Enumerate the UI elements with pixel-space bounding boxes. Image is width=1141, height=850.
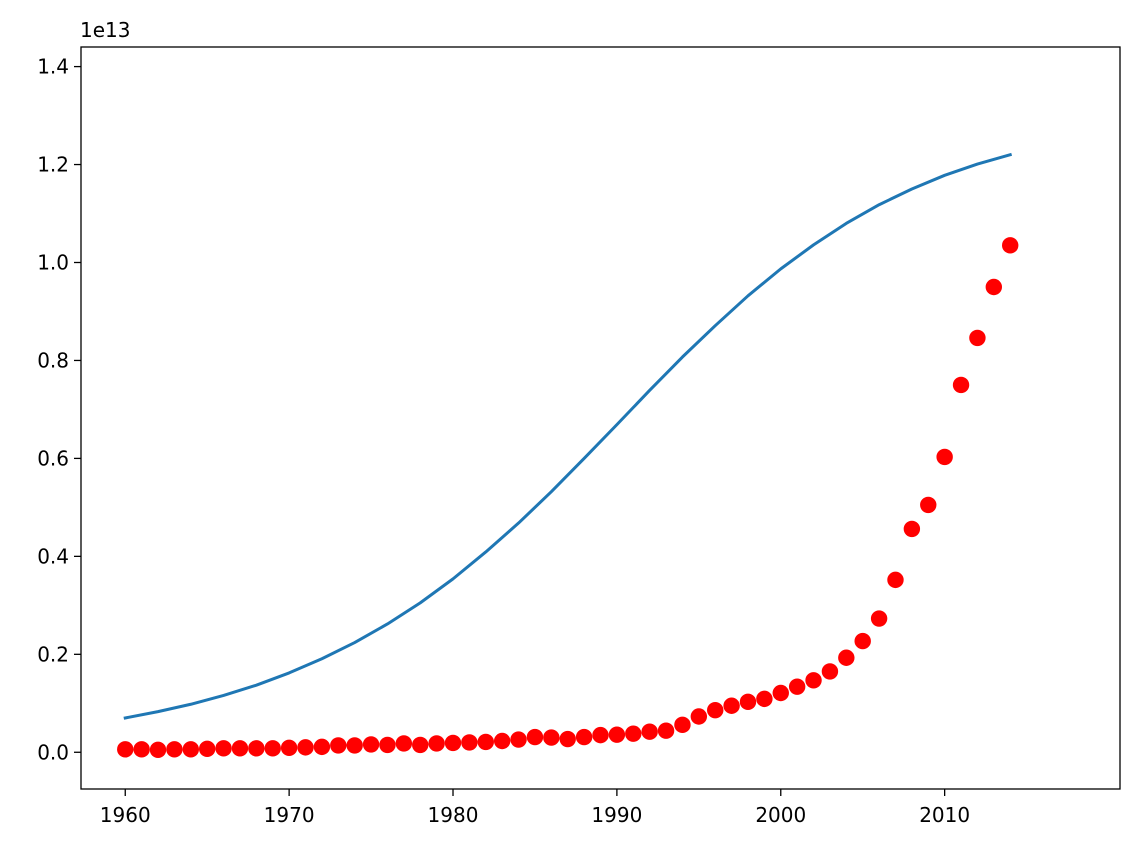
data-point <box>412 736 429 754</box>
axes: 1960 1970 1980 1990 2000 2010 0.0 0.2 0.4 0.6 0.8 1… <box>37 46 1121 827</box>
data-point <box>149 741 167 759</box>
data-point <box>346 737 363 754</box>
y-tick-label: 0.0 <box>37 740 69 764</box>
data-point <box>936 448 953 466</box>
y-tick-label: 1.4 <box>37 55 69 79</box>
data-point <box>969 329 986 347</box>
data-point <box>641 723 658 740</box>
data-point <box>444 734 462 752</box>
data-point <box>313 738 331 756</box>
data-point <box>117 741 134 758</box>
data-point <box>985 278 1003 296</box>
y-tick-label: 0.8 <box>37 348 69 372</box>
data-point <box>215 740 232 757</box>
data-point <box>559 730 576 748</box>
data-point <box>625 725 642 742</box>
data-point <box>870 610 888 627</box>
data-point <box>510 731 527 748</box>
data-point <box>198 740 216 758</box>
data-point <box>526 728 544 746</box>
data-point <box>461 734 478 751</box>
data-point <box>739 693 757 711</box>
data-point <box>477 733 494 751</box>
data-point <box>854 632 871 650</box>
data-point <box>330 737 347 754</box>
data-point <box>264 740 281 757</box>
y-axis-offset-label: 1e13 <box>80 18 130 42</box>
plot-area <box>117 152 1019 759</box>
data-point <box>903 520 921 538</box>
data-point <box>231 740 249 757</box>
data-point <box>838 649 855 666</box>
data-point <box>575 728 593 746</box>
data-point <box>182 741 199 758</box>
data-point <box>133 741 150 758</box>
data-point <box>690 708 708 725</box>
y-tick-label: 0.6 <box>37 446 69 470</box>
y-tick-label: 0.2 <box>37 642 69 666</box>
data-point <box>280 739 298 757</box>
x-tick-label: 1990 <box>591 803 642 827</box>
data-point <box>887 571 904 589</box>
data-point <box>592 726 609 744</box>
data-point <box>428 735 445 752</box>
fitted-curve-line <box>123 152 1013 720</box>
y-tick-label: 1.2 <box>37 153 69 177</box>
data-point <box>657 722 675 739</box>
data-point <box>723 697 740 714</box>
data-point <box>166 741 183 758</box>
data-point <box>920 496 937 514</box>
data-point <box>395 735 413 752</box>
x-tick-label: 2000 <box>755 803 806 827</box>
data-point <box>772 684 789 702</box>
data-point <box>952 376 970 394</box>
data-point <box>379 736 396 754</box>
x-tick-label: 1960 <box>100 803 151 827</box>
y-tick-label: 0.4 <box>37 544 69 568</box>
data-point <box>821 663 839 680</box>
data-point <box>788 678 806 695</box>
data-point <box>608 726 626 743</box>
data-point <box>248 740 265 757</box>
data-point <box>543 729 560 746</box>
data-point <box>297 739 314 756</box>
y-tick-label: 1.0 <box>37 250 69 274</box>
data-point <box>756 690 773 708</box>
x-tick-label: 1970 <box>264 803 315 827</box>
data-point <box>493 732 511 750</box>
x-tick-label: 1980 <box>428 803 479 827</box>
plot-frame <box>80 46 1121 790</box>
data-point <box>362 736 380 753</box>
data-point <box>1002 237 1019 254</box>
data-point <box>674 716 691 734</box>
data-point <box>805 672 822 689</box>
x-tick-label: 2010 <box>919 803 970 827</box>
data-point <box>707 701 724 719</box>
